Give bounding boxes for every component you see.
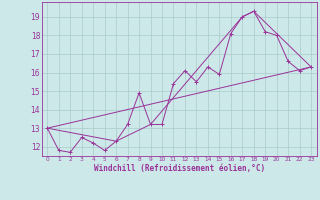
X-axis label: Windchill (Refroidissement éolien,°C): Windchill (Refroidissement éolien,°C) xyxy=(94,164,265,173)
